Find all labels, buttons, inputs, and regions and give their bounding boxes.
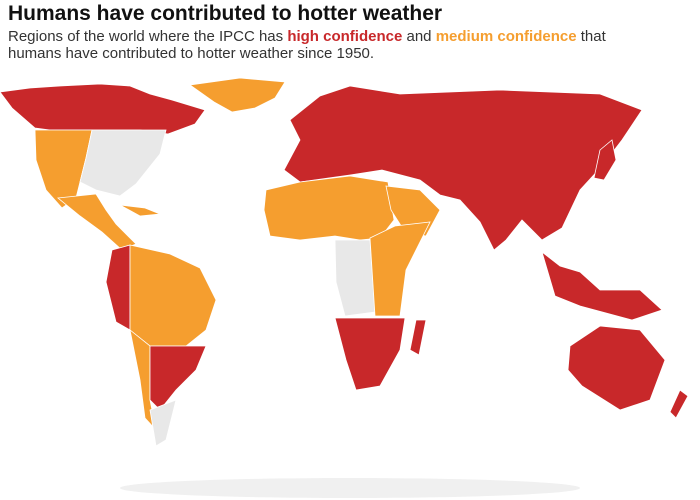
southern-africa: [334, 317, 406, 391]
northwest-south-america: [105, 244, 131, 331]
high-confidence-label: high confidence: [287, 28, 403, 45]
japan: [593, 139, 617, 181]
eastern-north-america: [79, 129, 167, 197]
north-africa: [263, 175, 395, 241]
madagascar: [409, 319, 427, 356]
central-america: [57, 193, 137, 251]
title: Humans have contributed to hotter weathe…: [8, 2, 443, 25]
central-africa: [334, 239, 376, 317]
southern-south-america: [149, 399, 177, 447]
subtitle: Regions of the world where the IPCC has …: [8, 28, 648, 62]
east-africa: [369, 221, 431, 317]
northern-north-america: [0, 83, 206, 135]
medium-confidence-label: medium confidence: [435, 28, 577, 45]
new-zealand: [669, 389, 689, 419]
australia: [567, 325, 666, 411]
southeast-south-america: [149, 345, 207, 411]
subtitle-text: that humans have contributed to hotter w…: [8, 28, 606, 62]
subtitle-text: and: [402, 28, 436, 45]
southeast-asia: [541, 250, 663, 321]
greenland: [188, 77, 286, 113]
eurasia: [283, 85, 643, 251]
amazonia: [129, 244, 217, 347]
subtitle-text: Regions of the world where the IPCC has: [8, 28, 288, 45]
antarctica: [120, 478, 580, 498]
caribbean: [119, 204, 161, 217]
